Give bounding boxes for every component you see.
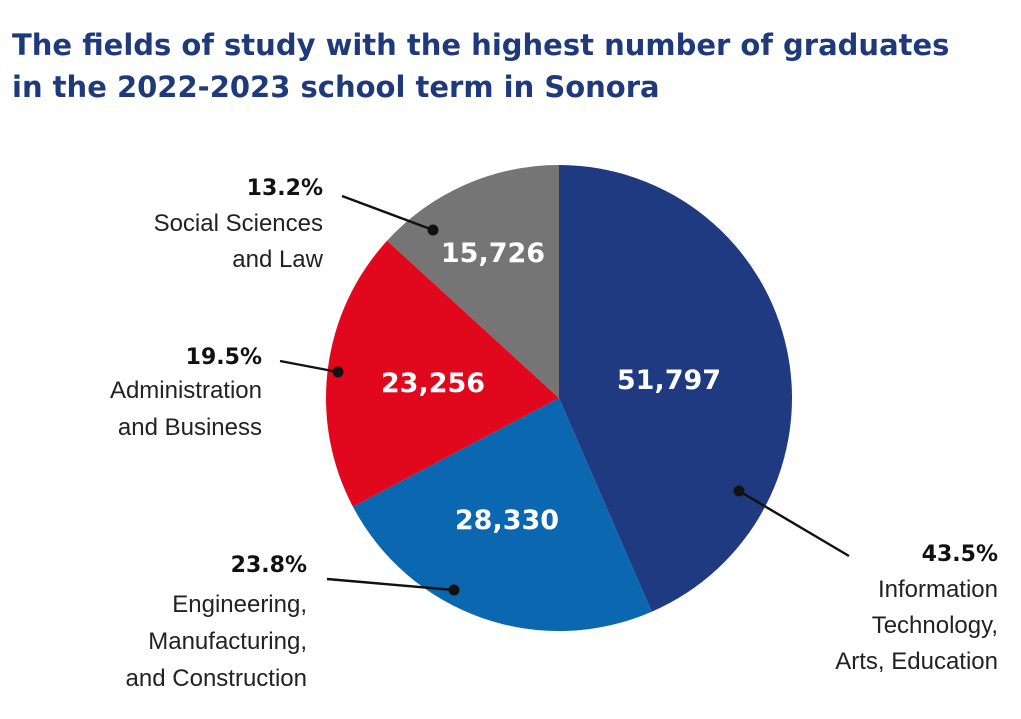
pie-slice [352, 398, 652, 631]
slice-category-label: and Business [118, 414, 262, 441]
slice-category-label: Social Sciences [154, 210, 323, 237]
leader-dot [733, 485, 745, 497]
chart-title: The fields of study with the highest num… [12, 28, 950, 104]
slice-category-label: Arts, Education [835, 648, 998, 675]
slice-percent-label: 23.8% [231, 553, 307, 578]
slice-percent-label: 13.2% [247, 176, 323, 201]
slice-category-label: Information [878, 576, 998, 603]
slice-value-label: 28,330 [455, 505, 559, 536]
pie-slice [559, 165, 792, 612]
slice-percent-label: 19.5% [186, 345, 262, 370]
leader-dot [448, 584, 460, 596]
slice-percent-label: 43.5% [922, 542, 998, 567]
slice-value-label: 51,797 [617, 365, 721, 396]
slice-category-label: Manufacturing, [148, 628, 307, 655]
leader-line [279, 359, 339, 374]
pie-slice [325, 240, 559, 507]
slice-category-label: Administration [110, 377, 262, 404]
leader-line [738, 489, 850, 558]
leader-line [341, 194, 434, 232]
leader-dot [427, 224, 439, 236]
slice-category-label: Technology, [872, 612, 998, 639]
slice-category-label: and Construction [126, 665, 307, 692]
pie-slice [387, 165, 559, 398]
slice-value-label: 15,726 [441, 238, 545, 269]
slice-category-label: and Law [232, 246, 323, 273]
leader-dot [332, 366, 344, 378]
leader-line [326, 577, 455, 592]
slice-category-label: Engineering, [172, 591, 307, 618]
slice-value-label: 23,256 [381, 368, 485, 399]
